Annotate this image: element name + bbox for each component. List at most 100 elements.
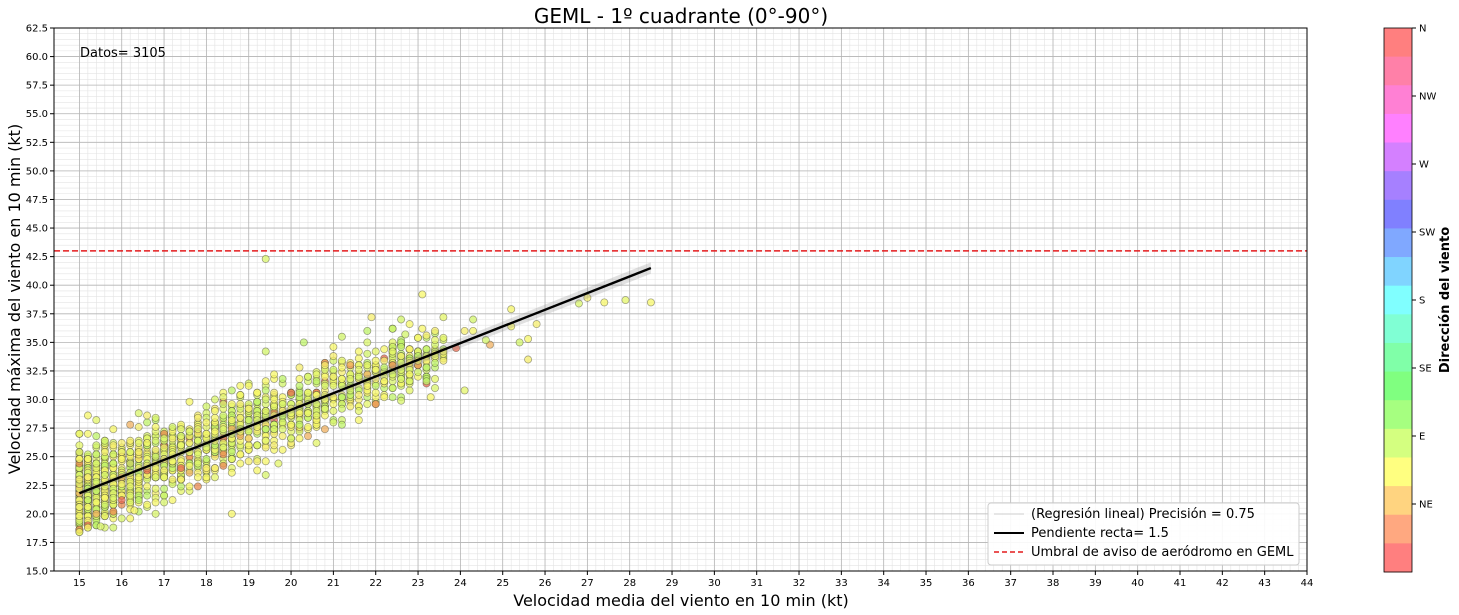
data-point — [304, 423, 312, 431]
data-point — [227, 468, 236, 477]
x-tick-label: 37 — [1004, 578, 1017, 589]
x-tick-label: 15 — [73, 578, 86, 589]
data-point — [126, 459, 135, 468]
y-tick-label: 62.5 — [26, 24, 48, 35]
data-point — [304, 372, 312, 381]
data-point — [397, 315, 406, 324]
data-point — [380, 345, 389, 354]
data-point — [295, 434, 304, 443]
data-point — [337, 404, 346, 413]
data-point — [92, 432, 101, 441]
colorbar-segment — [1384, 400, 1412, 430]
data-count-annotation: Datos= 3105 — [80, 46, 166, 61]
data-point — [312, 439, 321, 447]
data-point — [295, 363, 304, 372]
data-point — [312, 411, 321, 420]
x-tick-label: 19 — [242, 578, 255, 589]
data-point — [160, 473, 169, 482]
data-point — [405, 345, 414, 354]
data-point — [337, 363, 346, 372]
x-tick-label: 35 — [920, 578, 933, 589]
data-point — [185, 482, 194, 491]
data-point — [405, 386, 414, 395]
colorbar-ticks: NE E SE S SW W NW N — [1412, 24, 1436, 511]
y-tick-label: 45.0 — [26, 224, 48, 235]
data-point — [185, 427, 194, 436]
data-point — [363, 381, 372, 390]
data-point — [388, 393, 397, 402]
data-point — [354, 407, 363, 415]
data-point — [418, 290, 427, 299]
data-point — [397, 352, 406, 361]
x-tick-label: 43 — [1258, 578, 1271, 589]
data-point — [143, 411, 152, 420]
data-point — [261, 436, 270, 445]
data-point — [92, 450, 101, 459]
data-point — [287, 388, 296, 397]
legend-threshold-label: Umbral de aviso de aeródromo en GEML — [1031, 545, 1294, 560]
data-point — [100, 493, 109, 502]
data-point — [227, 448, 236, 457]
data-point — [151, 436, 160, 445]
data-point — [210, 413, 219, 422]
data-point — [109, 493, 118, 502]
data-point — [160, 491, 169, 500]
y-tick-label: 35.0 — [26, 338, 48, 349]
data-point — [304, 432, 312, 441]
data-point — [329, 372, 338, 381]
data-point — [287, 434, 296, 443]
colorbar-segment — [1384, 113, 1412, 144]
data-point — [160, 484, 169, 493]
x-tick-label: 17 — [158, 578, 171, 589]
data-point — [253, 457, 262, 466]
data-point — [151, 473, 160, 482]
plot-frame — [53, 27, 1308, 572]
data-point — [405, 370, 414, 379]
legend-box — [987, 502, 1300, 566]
data-point — [143, 439, 152, 447]
data-point — [109, 523, 118, 532]
x-tick-label: 29 — [666, 578, 679, 589]
data-point — [202, 418, 211, 427]
data-point — [219, 393, 228, 402]
data-point — [185, 468, 194, 477]
data-point — [397, 374, 406, 383]
y-tick-label: 40.0 — [26, 281, 48, 292]
data-point — [261, 407, 270, 415]
data-point — [515, 338, 524, 347]
data-point — [126, 448, 135, 457]
x-axis-ticks: 15 16 17 18 19 20 21 22 23 24 25 26 27 28 29 30 31 32 33 34… — [73, 571, 1313, 589]
data-point — [151, 509, 160, 518]
data-point — [210, 395, 219, 404]
colorbar-segment — [1384, 171, 1412, 201]
legend-slope-label: Pendiente recta= 1.5 — [1031, 526, 1169, 541]
data-point — [160, 443, 169, 452]
data-point — [168, 423, 177, 431]
data-point — [83, 473, 92, 482]
data-point — [177, 441, 185, 450]
data-point — [329, 342, 338, 351]
data-point — [227, 455, 236, 463]
x-tick-label: 23 — [412, 578, 425, 589]
data-point — [160, 498, 169, 507]
data-point — [168, 475, 177, 484]
colorbar — [1383, 27, 1413, 573]
colorbar-segment — [1384, 457, 1412, 487]
data-point — [236, 381, 245, 390]
x-tick-label: 18 — [200, 578, 213, 589]
data-point — [532, 320, 541, 329]
data-point — [253, 441, 262, 450]
x-tick-label: 44 — [1301, 578, 1314, 589]
data-point — [109, 425, 118, 434]
data-point — [219, 425, 228, 434]
data-point — [83, 496, 92, 505]
data-point — [270, 388, 279, 397]
x-tick-label: 20 — [285, 578, 298, 589]
data-point — [524, 334, 533, 343]
data-point — [143, 491, 152, 500]
data-point — [405, 320, 414, 329]
data-point — [397, 396, 406, 405]
data-point — [346, 361, 355, 370]
data-point — [329, 407, 338, 415]
